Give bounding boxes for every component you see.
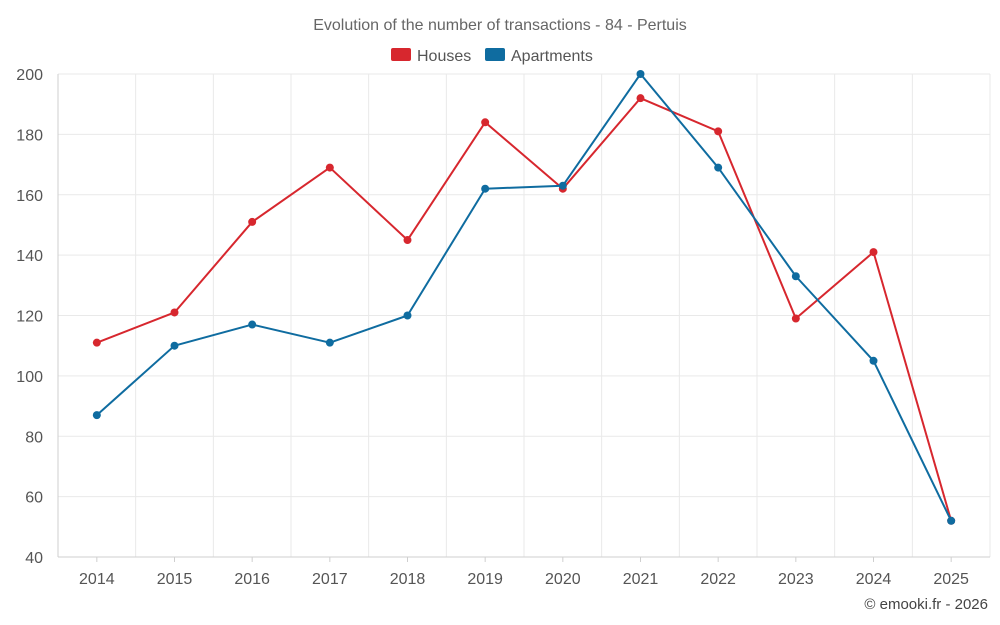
data-point[interactable] bbox=[636, 94, 645, 103]
data-point[interactable] bbox=[558, 181, 567, 190]
legend-label[interactable]: Apartments bbox=[511, 48, 593, 65]
x-tick-label: 2019 bbox=[467, 571, 503, 588]
axes: 40 60 80 100 120 140 160 180 200 2014 2015 2016 2017… bbox=[16, 67, 990, 588]
series-houses bbox=[92, 94, 956, 525]
data-point[interactable] bbox=[403, 311, 412, 320]
chart-title: Evolution of the number of transactions … bbox=[313, 17, 687, 34]
x-tick-label: 2023 bbox=[778, 571, 814, 588]
y-tick-label: 120 bbox=[16, 309, 43, 326]
x-tick-label: 2020 bbox=[545, 571, 581, 588]
data-point[interactable] bbox=[481, 184, 490, 193]
data-point[interactable] bbox=[869, 248, 878, 257]
data-point[interactable] bbox=[636, 70, 645, 78]
y-tick-label: 40 bbox=[25, 550, 43, 567]
x-tick-label: 2014 bbox=[79, 571, 115, 588]
data-point[interactable] bbox=[714, 127, 723, 136]
data-point[interactable] bbox=[947, 516, 956, 525]
y-tick-label: 200 bbox=[16, 67, 43, 84]
series-line bbox=[96, 97, 953, 522]
x-tick-label: 2015 bbox=[157, 571, 193, 588]
data-point[interactable] bbox=[170, 341, 179, 350]
legend-label[interactable]: Houses bbox=[417, 48, 471, 65]
x-tick-label: 2018 bbox=[390, 571, 426, 588]
y-tick-label: 80 bbox=[25, 429, 43, 446]
data-point[interactable] bbox=[92, 338, 101, 347]
data-point[interactable] bbox=[248, 217, 257, 226]
data-point[interactable] bbox=[92, 411, 101, 420]
data-point[interactable] bbox=[791, 314, 800, 323]
y-tick-label: 140 bbox=[16, 248, 43, 265]
legend-swatch bbox=[485, 48, 505, 61]
x-tick-label: 2025 bbox=[933, 571, 969, 588]
series-line bbox=[96, 73, 953, 522]
y-tick-label: 180 bbox=[16, 127, 43, 144]
series-layer bbox=[92, 70, 956, 525]
data-point[interactable] bbox=[791, 272, 800, 281]
x-tick-label: 2017 bbox=[312, 571, 348, 588]
x-tick-label: 2022 bbox=[700, 571, 736, 588]
data-point[interactable] bbox=[481, 118, 490, 127]
x-tick-label: 2016 bbox=[234, 571, 270, 588]
legend: Houses Apartments bbox=[391, 48, 593, 65]
y-tick-label: 60 bbox=[25, 490, 43, 507]
data-point[interactable] bbox=[403, 236, 412, 245]
data-point[interactable] bbox=[325, 163, 334, 172]
x-tick-label: 2021 bbox=[623, 571, 659, 588]
legend-swatch bbox=[391, 48, 411, 61]
series-apartments bbox=[92, 70, 956, 525]
y-tick-label: 100 bbox=[16, 369, 43, 386]
x-tick-label: 2024 bbox=[856, 571, 892, 588]
data-point[interactable] bbox=[869, 356, 878, 365]
data-point[interactable] bbox=[325, 338, 334, 347]
y-tick-label: 160 bbox=[16, 188, 43, 205]
credit-text: © emooki.fr - 2026 bbox=[864, 596, 988, 613]
data-point[interactable] bbox=[170, 308, 179, 317]
data-point[interactable] bbox=[248, 320, 257, 329]
grid bbox=[57, 73, 991, 557]
data-point[interactable] bbox=[714, 163, 723, 172]
